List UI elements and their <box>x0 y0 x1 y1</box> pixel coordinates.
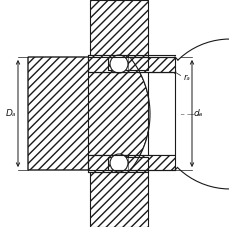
Polygon shape <box>28 57 149 170</box>
Bar <box>90 57 174 72</box>
Bar <box>88 55 128 72</box>
Polygon shape <box>130 57 180 170</box>
Bar <box>90 170 147 227</box>
Bar <box>108 157 147 170</box>
Bar <box>90 170 147 227</box>
Bar <box>90 155 174 170</box>
Text: rₐ: rₐ <box>112 21 119 30</box>
Bar <box>88 55 128 72</box>
Bar <box>90 155 174 170</box>
Bar <box>90 0 147 57</box>
Bar <box>88 155 128 172</box>
Text: rₐ: rₐ <box>183 72 190 81</box>
Bar <box>147 72 174 155</box>
Text: dₐ: dₐ <box>193 109 202 118</box>
Circle shape <box>109 154 128 172</box>
Bar <box>88 155 128 172</box>
Bar <box>108 57 147 70</box>
Bar <box>108 57 147 70</box>
Bar <box>90 0 147 57</box>
Text: Dₐ: Dₐ <box>5 109 16 118</box>
Circle shape <box>109 55 128 73</box>
Bar <box>90 57 174 72</box>
Bar <box>108 157 147 170</box>
